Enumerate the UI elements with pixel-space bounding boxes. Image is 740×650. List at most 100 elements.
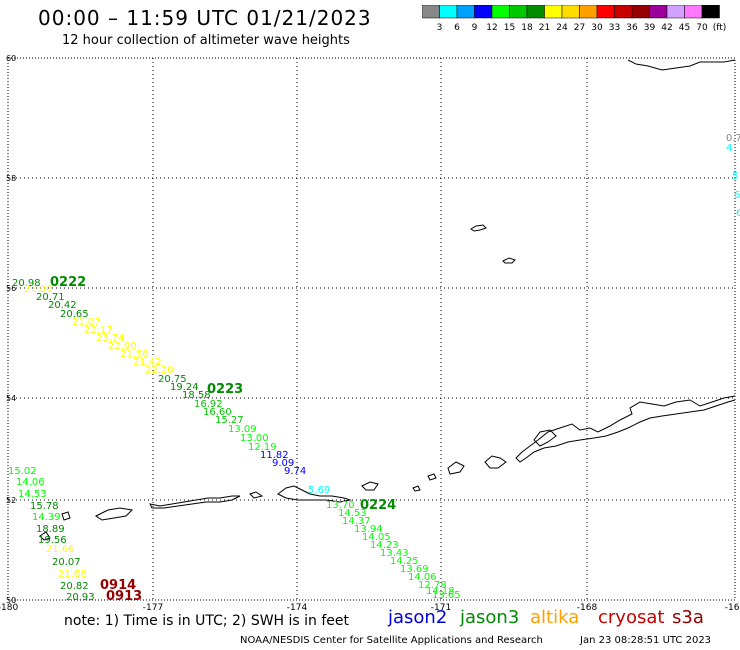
scale-label: 12 (486, 23, 497, 33)
longitude-label: -174 (287, 603, 308, 613)
scale-label: 3 (437, 23, 443, 33)
wave-height-label: 22.90 (108, 341, 137, 352)
longitude-label: -165 (725, 603, 740, 613)
wave-height-label: 19.56 (38, 535, 67, 546)
longitude-label: -171 (431, 603, 451, 613)
wave-height-label: 6 (736, 208, 740, 219)
wave-height-label: 20.65 (60, 309, 89, 320)
wave-height-label: 14.18 (426, 586, 455, 597)
wave-height-label: 9.09 (272, 458, 294, 469)
wave-height-label: 19.24 (170, 382, 199, 393)
longitude-label: -168 (577, 603, 598, 613)
small-island-b (412, 485, 421, 492)
central-islet-b (249, 491, 264, 499)
pass-time-label: 0914 (100, 578, 136, 593)
scale-label: 27 (574, 23, 585, 33)
adak-island (277, 485, 352, 503)
scale-label: 39 (644, 23, 656, 33)
legend-item-altika: altika (530, 607, 580, 628)
wave-height-label: 0.7 (726, 133, 740, 144)
scale-label: 18 (521, 23, 533, 33)
wave-height-label: 21.56 (120, 349, 149, 360)
kiska-island (61, 511, 71, 521)
latitude-label: 58 (6, 174, 16, 183)
legend-item-s3a: s3a (672, 607, 704, 628)
coastline (39, 59, 736, 541)
map-frame (7, 57, 736, 601)
wave-height-label: 21.42 (133, 357, 162, 368)
wave-height-label: 14.06 (16, 477, 45, 488)
umnak-island (447, 461, 465, 475)
wave-height-label: 14.53 (18, 489, 47, 500)
map-title: 00:00 – 11:59 UTC 01/21/2023 (38, 6, 372, 30)
scale-label: 36 (626, 23, 638, 33)
unimak-island (533, 429, 557, 447)
wave-height-label: 13.65 (432, 590, 461, 601)
amchitka-island (95, 507, 134, 521)
latitude-label: 52 (6, 496, 16, 505)
wave-height-label: 15.02 (8, 466, 37, 477)
western-chain (149, 495, 241, 509)
wave-height-label: 5 (732, 171, 738, 182)
pass-time-label: 0224 (360, 498, 396, 513)
wave-height-label: 13.09 (228, 424, 257, 435)
color-scale-bar: 3 6 9 12 15 18 21 24 27 30 33 36 39 42 45 70 (ft) (422, 5, 727, 33)
wave-height-label: 20.07 (52, 557, 81, 568)
scale-label: (ft) (713, 23, 727, 33)
scale-label: 30 (591, 23, 603, 33)
scale-label: 15 (504, 23, 515, 33)
wave-height-label: 13.00 (240, 433, 269, 444)
wave-height-label: 14.39 (32, 512, 61, 523)
pass-time-label: 0222 (50, 275, 86, 290)
scale-label: 45 (679, 23, 690, 33)
st-george-island (502, 257, 516, 264)
wave-height-label: 20.71 (36, 292, 65, 303)
units-note: note: 1) Time is in UTC; 2) SWH is in fe… (64, 613, 350, 629)
wave-height-label: 20.93 (66, 592, 95, 603)
central-islet-a (361, 481, 379, 491)
pass-time-label: 0223 (207, 382, 243, 397)
wave-height-label: 13.70 (326, 500, 355, 511)
wave-height-label: 20.42 (48, 300, 77, 311)
wave-height-label: 20.98 (12, 278, 41, 289)
wave-height-label: 12.19 (248, 442, 277, 453)
scale-swatch (701, 5, 720, 19)
wave-height-label: 13.94 (354, 524, 383, 535)
wave-height-label: 14.37 (342, 516, 371, 527)
wave-height-label: 21.68 (58, 569, 87, 580)
wave-height-label: 6 (734, 190, 740, 201)
latitude-label: 50 (6, 596, 16, 605)
wave-height-label: 18.89 (36, 524, 65, 535)
alaska-peninsula (515, 395, 736, 463)
scale-label: 9 (472, 23, 478, 33)
wave-height-label: 14.23 (370, 540, 399, 551)
legend-item-jason3: jason3 (460, 607, 520, 628)
wave-height-label: 15.78 (30, 501, 59, 512)
wave-height-label: 11.82 (260, 450, 289, 461)
longitude-label: -177 (143, 603, 163, 613)
wave-height-label: 14.25 (390, 556, 419, 567)
wave-height-label: 4 (726, 143, 732, 154)
scale-label: 6 (454, 23, 460, 33)
scale-label: 70 (696, 23, 708, 33)
wave-height-label: 15.27 (215, 415, 244, 426)
st-paul-island (470, 224, 487, 232)
wave-height-label: 20.75 (158, 374, 187, 385)
wave-height-label: 14.06 (408, 572, 437, 583)
wave-height-label: 13.69 (400, 564, 429, 575)
latitude-label: 54 (6, 394, 16, 403)
generated-timestamp: Jan 23 08:28:51 UTC 2023 (580, 635, 712, 646)
map-subtitle: 12 hour collection of altimeter wave hei… (62, 33, 350, 48)
pass-time-label: 0913 (106, 589, 142, 604)
mainland-coast (627, 59, 736, 71)
satellite-tracks: 20.9821.0020.7120.4220.6521.0722.1723.74… (8, 133, 740, 604)
legend-item-cryosat: cryosat (598, 607, 665, 628)
wave-height-label: 21.07 (72, 317, 101, 328)
wave-height-label: 16.60 (203, 407, 232, 418)
wave-height-label: 13.43 (380, 548, 409, 559)
wave-height-label: 12.78 (418, 580, 447, 591)
wave-height-label: 5.69 (308, 485, 330, 496)
scale-label: 33 (609, 23, 620, 33)
